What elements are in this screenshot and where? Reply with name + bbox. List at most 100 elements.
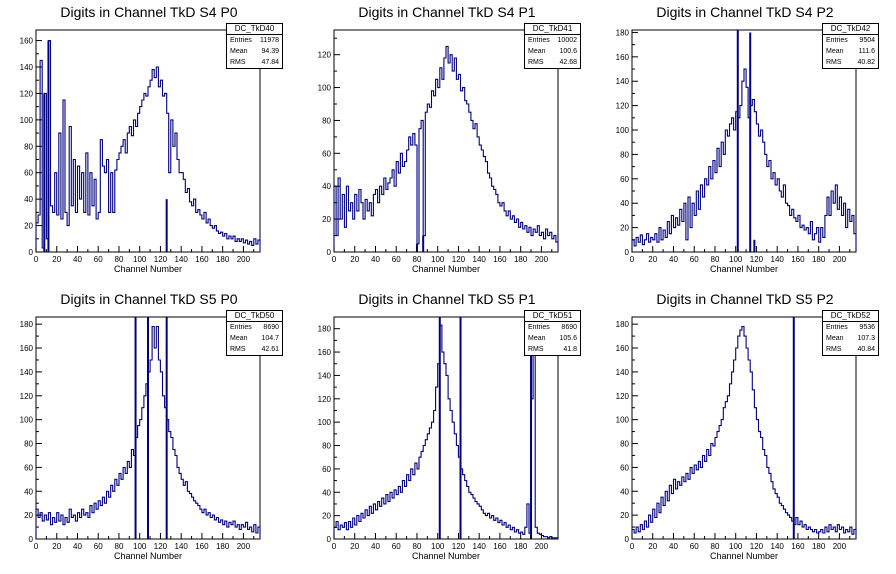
x-tick-label: 60: [690, 255, 699, 264]
x-tick-label: 80: [115, 255, 124, 264]
y-tick-label: 40: [620, 199, 629, 208]
y-tick-label: 0: [625, 535, 630, 544]
x-tick-label: 120: [750, 542, 764, 551]
x-tick-label: 180: [812, 542, 826, 551]
stats-label: Mean: [528, 335, 546, 342]
stats-histogram-name: DC_TkD52: [823, 311, 878, 322]
y-tick-label: 140: [318, 371, 332, 380]
x-tick-label: 160: [791, 542, 805, 551]
x-tick-label: 140: [771, 542, 785, 551]
x-tick-label: 80: [711, 255, 720, 264]
stats-value: 11978: [260, 37, 279, 44]
stats-label: Mean: [528, 48, 546, 55]
chart-title: Digits in Channel TkD S5 P0: [60, 291, 238, 307]
y-tick-label: 20: [24, 222, 33, 231]
x-tick-label: 200: [237, 542, 251, 551]
y-tick-label: 0: [625, 248, 630, 257]
stats-label: Entries: [826, 324, 848, 331]
histogram-pad: Digits in Channel TkD S5 P2 0 20 40 60 80 100 1…: [596, 287, 894, 574]
stats-value: 111.6: [858, 48, 875, 55]
y-tick-label: 140: [20, 63, 34, 72]
stats-label: RMS: [826, 346, 842, 353]
x-tick-label: 200: [535, 255, 549, 264]
stats-label: RMS: [528, 59, 544, 66]
stats-value: 40.82: [857, 59, 875, 66]
stats-label: Entries: [230, 324, 252, 331]
x-tick-label: 100: [729, 542, 743, 551]
x-tick-label: 20: [52, 255, 61, 264]
histogram-series-line: [333, 324, 559, 539]
x-tick-label: 80: [413, 542, 422, 551]
stats-label: Entries: [528, 324, 550, 331]
histogram-pad: Digits in Channel TkD S4 P2 0 20 40 60 80 100 1…: [596, 0, 894, 287]
histogram-pad: Digits in Channel TkD S5 P0 0 20 40 60 80 100 1…: [0, 287, 298, 574]
y-tick-label: 120: [20, 392, 34, 401]
stats-row-entries: Entries 9504: [823, 35, 878, 46]
stats-histogram-name: DC_TkD40: [227, 24, 282, 35]
y-tick-label: 20: [24, 511, 33, 520]
x-tick-label: 60: [690, 542, 699, 551]
x-tick-label: 120: [750, 255, 764, 264]
plot-frame: [631, 316, 857, 540]
y-tick-label: 0: [327, 248, 332, 257]
y-tick-label: 60: [322, 465, 331, 474]
x-tick-label: 80: [711, 542, 720, 551]
x-tick-label: 40: [669, 542, 678, 551]
stats-box: DC_TkD51 Entries 8690 Mean 105.6 RMS 41.8: [524, 310, 581, 356]
y-tick-label: 100: [318, 418, 332, 427]
x-tick-label: 100: [431, 255, 445, 264]
stats-label: Mean: [230, 335, 248, 342]
histogram-pad: Digits in Channel TkD S4 P1 0 20 40 60 80 100 1…: [298, 0, 596, 287]
stats-row-entries: Entries 9536: [823, 322, 878, 333]
x-tick-label: 0: [34, 542, 39, 551]
x-tick-label: 0: [630, 542, 635, 551]
stats-histogram-name: DC_TkD41: [525, 24, 580, 35]
stats-value: 8690: [561, 324, 577, 331]
stats-value: 94.39: [261, 48, 279, 55]
y-tick-label: 120: [20, 89, 34, 98]
y-tick-label: 80: [620, 440, 629, 449]
x-tick-label: 0: [34, 255, 39, 264]
x-axis-title: Channel Number: [411, 264, 481, 274]
y-tick-label: 120: [616, 392, 630, 401]
y-tick-label: 100: [20, 416, 34, 425]
plot-frame: [631, 29, 857, 253]
stats-label: RMS: [230, 59, 246, 66]
y-tick-label: 80: [24, 142, 33, 151]
x-axis-title: Channel Number: [709, 551, 779, 561]
x-tick-label: 60: [392, 542, 401, 551]
stats-value: 42.68: [559, 59, 577, 66]
x-tick-label: 140: [473, 255, 487, 264]
chart-title: Digits in Channel TkD S5 P1: [358, 291, 536, 307]
y-tick-label: 20: [620, 224, 629, 233]
x-tick-label: 200: [833, 542, 847, 551]
histogram-series-line: [35, 40, 261, 252]
stats-value: 9536: [859, 324, 875, 331]
x-tick-label: 80: [115, 542, 124, 551]
stats-row-entries: Entries 10002: [525, 35, 580, 46]
x-tick-label: 60: [392, 255, 401, 264]
x-tick-label: 60: [94, 255, 103, 264]
stats-histogram-name: DC_TkD51: [525, 311, 580, 322]
stats-value: 104.7: [261, 335, 279, 342]
y-tick-label: 80: [24, 440, 33, 449]
x-tick-label: 160: [195, 255, 209, 264]
stats-histogram-name: DC_TkD42: [823, 24, 878, 35]
histogram-plot: 0 20 40 60 80 100 120 140 160 180 200 0 20 40 60 80 100 1…: [318, 316, 559, 551]
x-tick-label: 180: [216, 255, 230, 264]
stats-value: 10002: [557, 37, 577, 44]
y-tick-label: 40: [620, 487, 629, 496]
x-tick-label: 160: [493, 542, 507, 551]
stats-row-rms: RMS 40.82: [823, 57, 878, 68]
stats-box: DC_TkD41 Entries 10002 Mean 100.6 RMS 42.68: [524, 23, 581, 69]
y-tick-label: 140: [20, 368, 34, 377]
histogram-plot: 0 20 40 60 80 100 120 140 160 180 200 0 20 40 60 80 100 1…: [20, 316, 261, 551]
stats-row-mean: Mean 104.7: [227, 333, 282, 344]
x-tick-label: 180: [812, 255, 826, 264]
y-tick-label: 140: [616, 368, 630, 377]
x-tick-label: 120: [452, 542, 466, 551]
x-tick-label: 40: [73, 542, 82, 551]
stats-row-mean: Mean 94.39: [227, 46, 282, 57]
x-tick-label: 100: [431, 542, 445, 551]
y-tick-label: 100: [318, 84, 332, 93]
